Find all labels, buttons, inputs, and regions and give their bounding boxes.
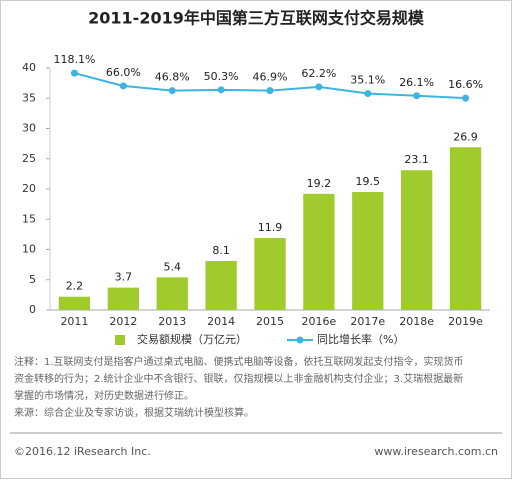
footer-right: www.iresearch.com.cn xyxy=(374,445,498,458)
line-point xyxy=(70,69,78,77)
value-label: 118.1% xyxy=(53,53,95,66)
line-point xyxy=(119,82,127,90)
y-tick-label: 25 xyxy=(22,152,36,165)
legend-swatch xyxy=(296,336,304,344)
x-tick-label: 2018e xyxy=(399,315,434,328)
y-tick-label: 10 xyxy=(22,243,36,256)
line-point xyxy=(315,83,323,91)
bar xyxy=(303,193,335,310)
legend-swatch xyxy=(115,335,125,345)
value-label: 23.1 xyxy=(404,153,429,166)
x-tick-label: 2015 xyxy=(256,315,284,328)
footer-left: ©2016.12 iResearch Inc. xyxy=(14,445,151,458)
bar xyxy=(254,238,286,310)
note: 资金转移的行为；2.统计企业中不含银行、银联，仅指规模以上非金融机构支付企业；3… xyxy=(14,372,463,385)
value-label: 3.7 xyxy=(115,271,133,284)
y-tick-label: 5 xyxy=(29,273,36,286)
bar xyxy=(156,277,188,310)
line-point xyxy=(413,92,421,100)
x-tick-label: 2017e xyxy=(350,315,385,328)
value-label: 46.9% xyxy=(253,71,288,84)
value-label: 11.9 xyxy=(258,221,283,234)
bar xyxy=(401,170,433,310)
y-tick-label: 15 xyxy=(22,212,36,225)
value-label: 62.2% xyxy=(301,67,336,80)
value-label: 2.2 xyxy=(66,280,84,293)
line-point xyxy=(266,87,274,95)
line-point xyxy=(217,86,225,94)
line-point xyxy=(168,87,176,95)
value-label: 5.4 xyxy=(163,260,181,273)
value-label: 19.2 xyxy=(307,177,332,190)
line-point xyxy=(462,94,470,102)
line-point xyxy=(364,90,372,98)
y-tick-label: 35 xyxy=(22,91,36,104)
x-tick-label: 2013 xyxy=(158,315,186,328)
x-tick-label: 2016e xyxy=(302,315,337,328)
x-tick-label: 2012 xyxy=(109,315,137,328)
value-label: 19.5 xyxy=(356,175,381,188)
x-tick-label: 2019e xyxy=(448,315,483,328)
y-tick-label: 30 xyxy=(22,122,36,135)
value-label: 50.3% xyxy=(204,70,239,83)
value-label: 66.0% xyxy=(106,66,141,79)
chart-title: 2011-2019年中国第三方互联网支付交易规模 xyxy=(88,9,425,28)
y-tick-label: 0 xyxy=(29,303,36,316)
note: 掌握的市场情况，对历史数据进行修正。 xyxy=(14,389,194,402)
legend-label: 同比增长率（%） xyxy=(317,332,404,346)
note: 来源：综合企业及专家访谈，根据艾瑞统计模型核算。 xyxy=(14,406,254,419)
y-tick-label: 20 xyxy=(22,182,36,195)
legend-label: 交易额规模（万亿元） xyxy=(137,332,247,346)
value-label: 35.1% xyxy=(350,74,385,87)
bar xyxy=(58,296,91,310)
note: 注释：1.互联网支付是指客户通过桌式电脑、便携式电脑等设备，依托互联网发起支付指… xyxy=(14,355,464,368)
bar xyxy=(107,287,139,310)
bar xyxy=(449,147,482,310)
x-tick-label: 2011 xyxy=(60,315,88,328)
y-tick-label: 40 xyxy=(22,61,36,74)
value-label: 26.9 xyxy=(453,130,478,143)
value-label: 26.1% xyxy=(399,76,434,89)
bar xyxy=(352,192,384,310)
value-label: 8.1 xyxy=(212,244,230,257)
bar xyxy=(205,260,237,310)
value-label: 46.8% xyxy=(155,71,190,84)
x-tick-label: 2014 xyxy=(207,315,235,328)
value-label: 16.6% xyxy=(448,78,483,91)
